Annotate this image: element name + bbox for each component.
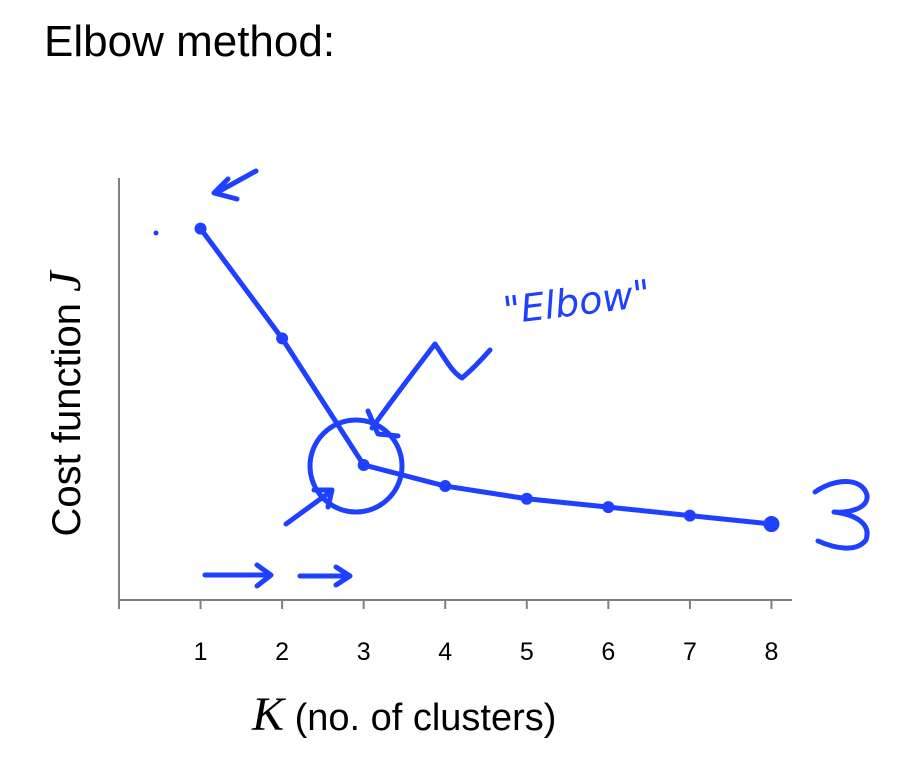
y-axis-label: Cost function J xyxy=(39,269,90,537)
page-title: Elbow method: xyxy=(44,17,336,66)
cost-series-points xyxy=(194,222,780,533)
x-tick-label: 7 xyxy=(683,638,697,666)
x-tick-label: 6 xyxy=(601,638,615,666)
bottom-arrow-right xyxy=(297,564,353,588)
data-point-k1 xyxy=(194,222,207,235)
x-tick-label: 4 xyxy=(438,638,452,666)
x-axis-label-text: (no. of clusters) xyxy=(284,697,557,739)
data-point-k4 xyxy=(439,480,452,493)
cluster-count-three xyxy=(812,479,870,551)
stray-ink-dot xyxy=(153,230,159,236)
bottom-arrow-left xyxy=(202,562,274,589)
x-tick-label: 8 xyxy=(765,638,779,666)
y-axis-label-var: J xyxy=(39,269,90,292)
x-axis-label-var: K xyxy=(252,688,285,741)
data-point-k5 xyxy=(520,492,533,505)
elbow-circle xyxy=(307,417,405,515)
data-point-k6 xyxy=(602,501,615,514)
x-tick-label: 3 xyxy=(357,638,371,666)
top-left-arrow xyxy=(211,168,259,202)
lower-left-arrow xyxy=(283,487,335,527)
data-point-k8 xyxy=(763,516,780,533)
elbow-arrow-squiggle xyxy=(369,341,493,431)
x-tick-label: 1 xyxy=(194,638,208,666)
x-axis-label: K (no. of clusters) xyxy=(252,690,556,743)
axes xyxy=(118,178,792,601)
elbow-arrow-head xyxy=(365,408,401,439)
data-point-k3 xyxy=(357,458,370,471)
x-ticks xyxy=(118,600,773,609)
x-tick-label: 2 xyxy=(275,638,289,666)
y-axis-label-text: Cost function xyxy=(45,292,89,537)
svg-text:Cost function J: Cost function J xyxy=(39,269,90,537)
cost-series-line xyxy=(198,226,774,527)
x-tick-labels: 1 2 3 4 5 6 7 8 xyxy=(194,638,779,666)
x-tick-label: 5 xyxy=(520,638,534,666)
data-point-k2 xyxy=(276,332,289,345)
elbow-label: "Elbow" xyxy=(501,271,653,333)
data-point-k7 xyxy=(683,509,696,522)
